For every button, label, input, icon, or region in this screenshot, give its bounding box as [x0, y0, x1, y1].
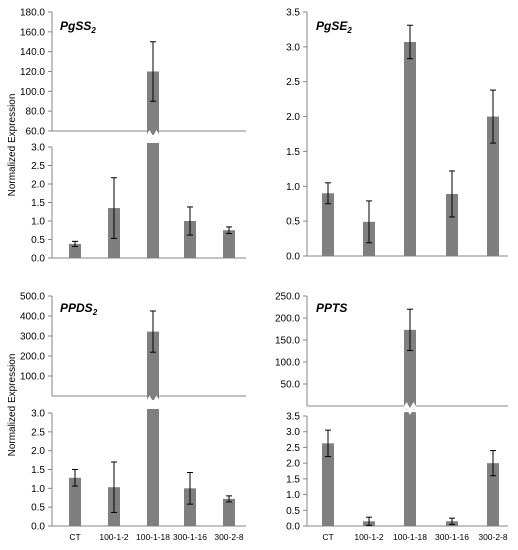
panel-4-category-label-4: 300-1-16: [435, 532, 469, 542]
panel-4-upper-tick-label: 150.0: [275, 336, 300, 347]
panel-4-bar-3-lower: [404, 412, 416, 526]
panel-2-bar-3: [404, 41, 416, 256]
panel-4-lower-tick-label: 0.5: [286, 506, 300, 517]
panel-3-category-label-1: CT: [69, 532, 80, 542]
panel-1-upper-tick-label: 100.0: [20, 87, 45, 98]
panel-4-lower-tick-label: 1.0: [286, 490, 300, 501]
panel-4-lower-tick-label: 2.5: [286, 443, 300, 454]
panel-3-bar-4: [184, 488, 196, 526]
panel-3-category-label-3: 100-1-18: [136, 532, 170, 542]
panel-3-lower-tick-label: 0.5: [31, 503, 45, 514]
panel-1-bar-3-upper: [147, 71, 159, 135]
panel-3-upper-tick-label: 500.0: [20, 292, 45, 303]
panel-1-title-main: PgSS: [60, 19, 91, 33]
panel-1-bar-1: [69, 243, 81, 258]
panel-3-bar-3-upper: [147, 331, 159, 400]
panel-3-title-subscript: 2: [92, 308, 98, 317]
panel-2-tick-label: 1.0: [286, 182, 300, 193]
panel-3-title-main: PPDS: [60, 301, 93, 315]
panel-1-upper-tick-label: 140.0: [20, 47, 45, 58]
panel-3-upper-tick-label: 300.0: [20, 332, 45, 343]
panel-4-lower-tick-label: 0.0: [286, 522, 300, 533]
panel-3-upper-tick-label: 200.0: [20, 352, 45, 363]
panel-1-upper-tick-label: 120.0: [20, 67, 45, 78]
panel-4-category-label-1: CT: [322, 532, 333, 542]
panel-4-upper-tick-label: 100.0: [275, 358, 300, 369]
panel-4-upper-tick-label: 250.0: [275, 292, 300, 303]
panel-3-lower-tick-label: 2.0: [31, 446, 45, 457]
panel-4-title: PPTS: [316, 301, 347, 315]
panel-1-upper-tick-label: 180.0: [20, 8, 45, 19]
panel-1-title-subscript: 2: [90, 26, 96, 35]
panel-1-lower-tick-label: 1.0: [31, 217, 45, 228]
panel-4-bar-1: [322, 443, 334, 526]
panel-3-category-label-2: 100-1-2: [99, 532, 129, 542]
panel-2-tick-label: 1.5: [286, 147, 300, 158]
panel-1-title: PgSS2: [60, 19, 96, 35]
panel-1-bar-3-lower: [147, 143, 159, 258]
panel-1-upper-tick-label: 60.0: [26, 127, 46, 138]
panel-3-lower-tick-label: 2.5: [31, 427, 45, 438]
panel-2-tick-label: 2.5: [286, 77, 300, 88]
panel-2-title: PgSE2: [316, 19, 352, 35]
panel-3-category-label-4: 300-1-16: [173, 532, 207, 542]
panel-1-upper-tick-label: 80.0: [26, 107, 46, 118]
panel-3-upper-tick-label: 100.0: [20, 372, 45, 383]
panel-4-bar-3-upper: [404, 329, 416, 410]
panel-1-upper-tick-label: 160.0: [20, 27, 45, 38]
panel-3-bar-5: [223, 498, 235, 526]
panel-1-lower-tick-label: 0.5: [31, 235, 45, 246]
panel-2-tick-label: 0.0: [286, 252, 300, 263]
panel-2-tick-label: 2.0: [286, 112, 300, 123]
panel-1-lower-tick-label: 3.0: [31, 143, 45, 154]
panel-1-lower-tick-label: 0.0: [31, 254, 45, 265]
panel-3-lower-tick-label: 1.0: [31, 484, 45, 495]
panel-2-title-subscript: 2: [346, 26, 352, 35]
panel-4-bar-break: [402, 402, 418, 416]
panel-3-bar-3-lower: [147, 409, 159, 526]
panel-3-upper-tick-label: 400.0: [20, 312, 45, 323]
panel-2-title-main: PgSE: [316, 19, 348, 33]
panel-1-bar-4: [184, 221, 196, 258]
panel-3-lower-tick-label: 3.0: [31, 409, 45, 420]
panel-3-ylabel: Normalized Expression: [7, 354, 18, 457]
panel-4-lower-tick-label: 2.0: [286, 459, 300, 470]
panel-4-category-label-2: 100-1-2: [354, 532, 384, 542]
panel-2-tick-label: 3.5: [286, 8, 300, 19]
panel-3-category-label-5: 300-2-8: [214, 532, 244, 542]
panel-3-bar-break: [145, 395, 161, 410]
panel-4-lower-tick-label: 3.5: [286, 412, 300, 423]
panel-4-lower-tick-label: 3.0: [286, 427, 300, 438]
panel-1-lower-tick-label: 1.5: [31, 198, 45, 209]
panel-1-lower-tick-label: 2.0: [31, 180, 45, 191]
panel-4-bar-5: [487, 463, 499, 526]
panel-3-lower-tick-label: 0.0: [31, 522, 45, 533]
panel-1-bar-5: [223, 230, 235, 258]
panel-3-lower-tick-label: 1.5: [31, 465, 45, 476]
panel-4-lower-tick-label: 1.5: [286, 474, 300, 485]
panel-4-category-label-3: 100-1-18: [393, 532, 427, 542]
panel-4-upper-tick-label: 50.0: [281, 380, 301, 391]
panel-2-bar-4: [446, 193, 458, 256]
panel-1-lower-tick-label: 2.5: [31, 161, 45, 172]
panel-2-tick-label: 0.5: [286, 217, 300, 228]
panel-1-ylabel: Normalized Expression: [7, 94, 18, 197]
panel-4-title-main: PPTS: [316, 301, 347, 315]
panel-2-tick-label: 3.0: [286, 42, 300, 53]
panel-3-bar-1: [69, 477, 81, 526]
panel-1-bar-break: [145, 130, 161, 144]
panel-4-upper-tick-label: 200.0: [275, 314, 300, 325]
panel-2-bar-1: [322, 193, 334, 256]
panel-4-category-label-5: 300-2-8: [478, 532, 508, 542]
panel-3-title: PPDS2: [60, 301, 98, 317]
panel-2-bar-5: [487, 116, 499, 256]
